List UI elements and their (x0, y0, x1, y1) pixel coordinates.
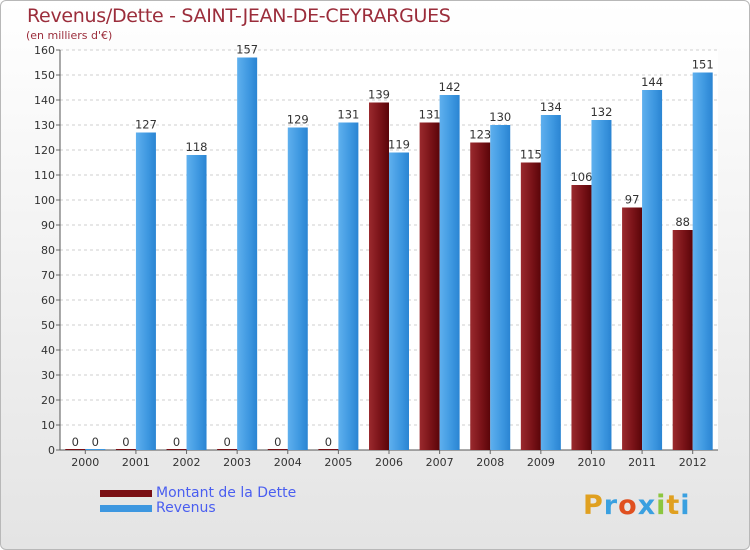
bar-debt (369, 102, 389, 450)
x-tick-label: 2008 (476, 456, 504, 469)
bar-debt (318, 449, 339, 450)
bar-debt (217, 449, 238, 450)
data-label-revenue: 131 (337, 108, 359, 122)
y-tick-label: 90 (41, 219, 55, 232)
data-label-revenue: 142 (439, 80, 461, 94)
bar-debt (65, 449, 86, 450)
data-label-debt: 97 (625, 193, 640, 207)
x-tick-label: 2003 (223, 456, 251, 469)
data-label-revenue: 157 (236, 43, 258, 57)
chart-subtitle: (en milliers d'€) (26, 29, 113, 42)
bar-revenue (287, 127, 308, 450)
x-tick-label: 2007 (426, 456, 454, 469)
bar-revenue (389, 152, 409, 450)
bar-revenue (692, 72, 713, 450)
data-label-debt: 0 (173, 435, 180, 449)
y-tick-label: 110 (34, 169, 55, 182)
x-tick-label: 2006 (375, 456, 403, 469)
data-label-debt: 0 (122, 435, 129, 449)
bar-revenue (439, 95, 460, 450)
bar-revenue (642, 90, 663, 450)
bar-revenue (490, 125, 511, 450)
data-label-revenue: 119 (388, 138, 410, 152)
data-label-revenue: 151 (692, 58, 714, 72)
legend-label-debt: Montant de la Dette (156, 485, 297, 501)
y-tick-label: 160 (34, 44, 55, 57)
y-tick-label: 0 (48, 444, 55, 457)
x-tick-label: 2002 (173, 456, 201, 469)
data-label-revenue: 132 (590, 105, 612, 119)
bar-debt (470, 142, 491, 450)
bar-debt (520, 162, 541, 450)
data-label-debt: 0 (325, 435, 332, 449)
legend-swatch-revenue (100, 505, 152, 512)
x-tick-label: 2012 (679, 456, 707, 469)
bar-revenue (85, 449, 106, 450)
bar-debt (166, 449, 187, 450)
data-label-revenue: 118 (186, 140, 208, 154)
y-tick-label: 10 (41, 419, 55, 432)
data-label-debt: 131 (419, 108, 441, 122)
y-tick-label: 40 (41, 344, 55, 357)
data-label-revenue: 129 (287, 113, 309, 127)
y-tick-label: 80 (41, 244, 55, 257)
data-label-debt: 88 (675, 215, 690, 229)
x-tick-label: 2004 (274, 456, 302, 469)
logo-letter: o (618, 490, 638, 521)
logo-letter: r (603, 490, 619, 521)
y-tick-label: 30 (41, 369, 55, 382)
bar-debt (419, 122, 440, 450)
bar-revenue (135, 132, 156, 450)
y-tick-label: 140 (34, 94, 55, 107)
x-tick-label: 2010 (577, 456, 605, 469)
bar-revenue (186, 155, 207, 450)
bar-revenue (338, 122, 359, 450)
legend-swatch-debt (100, 490, 152, 497)
data-label-revenue: 0 (92, 435, 99, 449)
logo-letter: t (666, 490, 681, 521)
bar-revenue (237, 57, 258, 450)
data-label-debt: 123 (469, 128, 491, 142)
legend-label-revenue: Revenus (156, 500, 216, 516)
data-label-revenue: 144 (641, 75, 663, 89)
y-tick-label: 130 (34, 119, 55, 132)
x-tick-label: 2005 (324, 456, 352, 469)
data-label-debt: 106 (570, 170, 592, 184)
data-label-revenue: 127 (135, 118, 157, 132)
x-tick-label: 2009 (527, 456, 555, 469)
y-tick-label: 120 (34, 144, 55, 157)
bar-debt (672, 230, 693, 450)
x-tick-label: 2001 (122, 456, 150, 469)
y-tick-label: 150 (34, 69, 55, 82)
data-label-debt: 0 (274, 435, 281, 449)
bar-revenue (591, 120, 612, 450)
y-tick-label: 70 (41, 269, 55, 282)
logo-letter: x (637, 490, 657, 521)
logo-letter: i (656, 490, 667, 521)
y-tick-label: 50 (41, 319, 55, 332)
bar-debt (115, 449, 136, 450)
proxiti-logo: Proxiti (583, 490, 691, 521)
logo-letter: P (583, 490, 604, 521)
bar-debt (267, 449, 288, 450)
y-tick-label: 20 (41, 394, 55, 407)
data-label-revenue: 134 (540, 100, 562, 114)
x-tick-label: 2000 (71, 456, 99, 469)
data-label-debt: 139 (368, 88, 390, 102)
y-tick-label: 100 (34, 194, 55, 207)
y-tick-label: 60 (41, 294, 55, 307)
data-label-revenue: 130 (489, 110, 511, 124)
data-label-debt: 115 (520, 148, 542, 162)
bar-debt (571, 185, 592, 450)
x-tick-label: 2011 (628, 456, 656, 469)
data-label-debt: 0 (72, 435, 79, 449)
chart-title: Revenus/Dette - SAINT-JEAN-DE-CEYRARGUES (27, 5, 451, 27)
data-label-debt: 0 (223, 435, 230, 449)
bar-debt (622, 207, 643, 450)
logo-letter: i (680, 490, 691, 521)
bar-revenue (540, 115, 561, 450)
